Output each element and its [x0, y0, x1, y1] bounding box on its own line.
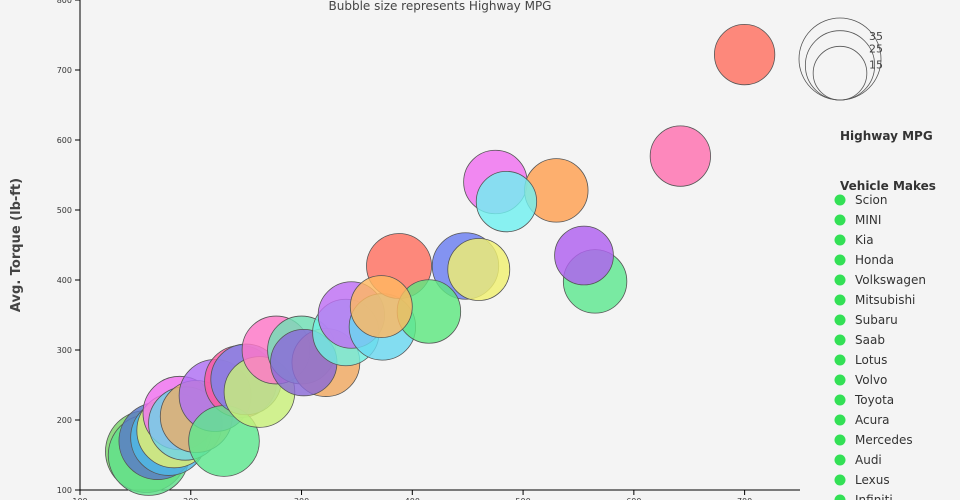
legend-marker — [834, 494, 846, 500]
legend-marker — [834, 194, 846, 206]
legend-marker — [834, 314, 846, 326]
size-legend-label: 35 — [869, 30, 883, 43]
legend-marker — [834, 474, 846, 486]
legend-marker — [834, 454, 846, 466]
y-tick-label: 500 — [57, 206, 72, 215]
y-tick-label: 300 — [57, 346, 72, 355]
legend-marker — [834, 414, 846, 426]
legend-item-label[interactable]: Lotus — [855, 353, 887, 367]
bubble-point[interactable] — [554, 225, 614, 286]
bubbles — [105, 23, 776, 496]
bubble-point[interactable] — [649, 125, 711, 187]
legend-marker — [834, 274, 846, 286]
legend-marker — [834, 434, 846, 446]
x-tick-label: 100 — [72, 497, 87, 500]
size-legend-label: 25 — [869, 43, 883, 56]
chart-subtitle: Bubble size represents Highway MPG — [329, 0, 552, 13]
size-legend-label: 15 — [869, 58, 883, 71]
legend-marker — [834, 214, 846, 226]
legend-marker — [834, 374, 846, 386]
bubble-point[interactable] — [714, 23, 776, 86]
legend-item-label[interactable]: Acura — [855, 413, 890, 427]
legend-item-label[interactable]: Mercedes — [855, 433, 913, 447]
bubble-point[interactable] — [447, 238, 511, 301]
legend-marker — [834, 354, 846, 366]
legend-item-label[interactable]: Saab — [855, 333, 885, 347]
y-axis-label: Avg. Torque (lb-ft) — [9, 178, 24, 312]
y-tick-label: 400 — [57, 276, 72, 285]
y-tick-label: 800 — [57, 0, 72, 5]
legend-item-label[interactable]: Lexus — [855, 473, 890, 487]
y-tick-label: 700 — [57, 66, 72, 75]
x-tick-label: 500 — [515, 497, 530, 500]
legend-item-label[interactable]: Toyota — [854, 393, 894, 407]
x-tick-label: 700 — [737, 497, 752, 500]
legend-item-label[interactable]: Volvo — [855, 373, 887, 387]
y-tick-label: 200 — [57, 416, 72, 425]
makes-legend-title: Vehicle Makes — [840, 179, 936, 193]
bubble-point[interactable] — [475, 170, 538, 233]
legend-item-label[interactable]: Kia — [855, 233, 874, 247]
size-legend-title: Highway MPG — [840, 129, 933, 143]
x-tick-label: 300 — [294, 497, 309, 500]
legend-marker — [834, 254, 846, 266]
legend-marker — [834, 234, 846, 246]
legend-marker — [834, 294, 846, 306]
y-tick-label: 100 — [57, 486, 72, 495]
legend-item-label[interactable]: Volkswagen — [855, 273, 926, 287]
axes: 100 200 300 400 500 600 700 800 100 200 300 400 500 6… — [57, 0, 800, 500]
x-tick-label: 400 — [405, 497, 420, 500]
legend-item-label[interactable]: Infiniti — [855, 493, 893, 500]
bubble-point[interactable] — [349, 275, 413, 338]
size-legend-circle — [812, 45, 868, 101]
legend-item-label[interactable]: Subaru — [855, 313, 898, 327]
legend-marker — [834, 334, 846, 346]
y-tick-label: 600 — [57, 136, 72, 145]
legend-item-label[interactable]: Audi — [855, 453, 882, 467]
x-tick-label: 200 — [183, 497, 198, 500]
legend-item-label[interactable]: MINI — [855, 213, 881, 227]
legend-item-label[interactable]: Mitsubishi — [855, 293, 915, 307]
legend-item-label[interactable]: Scion — [855, 193, 888, 207]
x-tick-label: 600 — [626, 497, 641, 500]
legend-item-label[interactable]: Honda — [855, 253, 894, 267]
legend-marker — [834, 394, 846, 406]
makes-legend: Scion MINI Kia Honda Volkswagen Mitsubishi Sub… — [834, 193, 926, 500]
